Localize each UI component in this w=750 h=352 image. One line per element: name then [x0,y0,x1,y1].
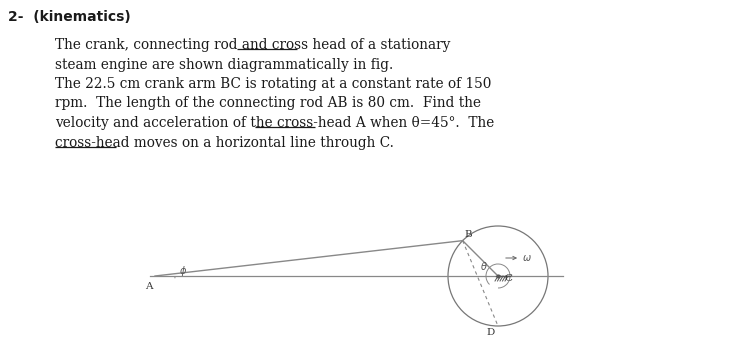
Text: D: D [487,328,495,337]
Text: rpm.  The length of the connecting rod AB is 80 cm.  Find the: rpm. The length of the connecting rod AB… [55,96,481,111]
Text: The crank, connecting rod and cross head of a stationary: The crank, connecting rod and cross head… [55,38,450,52]
Text: $\phi$: $\phi$ [179,264,188,278]
Text: The 22.5 cm crank arm BC is rotating at a constant rate of 150: The 22.5 cm crank arm BC is rotating at … [55,77,491,91]
Text: $\omega$: $\omega$ [522,253,532,263]
Text: 2-  (kinematics): 2- (kinematics) [8,10,130,24]
Text: steam engine are shown diagrammatically in fig.: steam engine are shown diagrammatically … [55,57,393,71]
Text: cross-head moves on a horizontal line through C.: cross-head moves on a horizontal line th… [55,136,394,150]
Text: C: C [504,274,512,283]
Text: $\theta$: $\theta$ [480,260,488,272]
Text: velocity and acceleration of the cross-head A when θ=45°.  The: velocity and acceleration of the cross-h… [55,116,494,130]
Text: A: A [146,282,153,291]
Text: B: B [465,230,472,239]
